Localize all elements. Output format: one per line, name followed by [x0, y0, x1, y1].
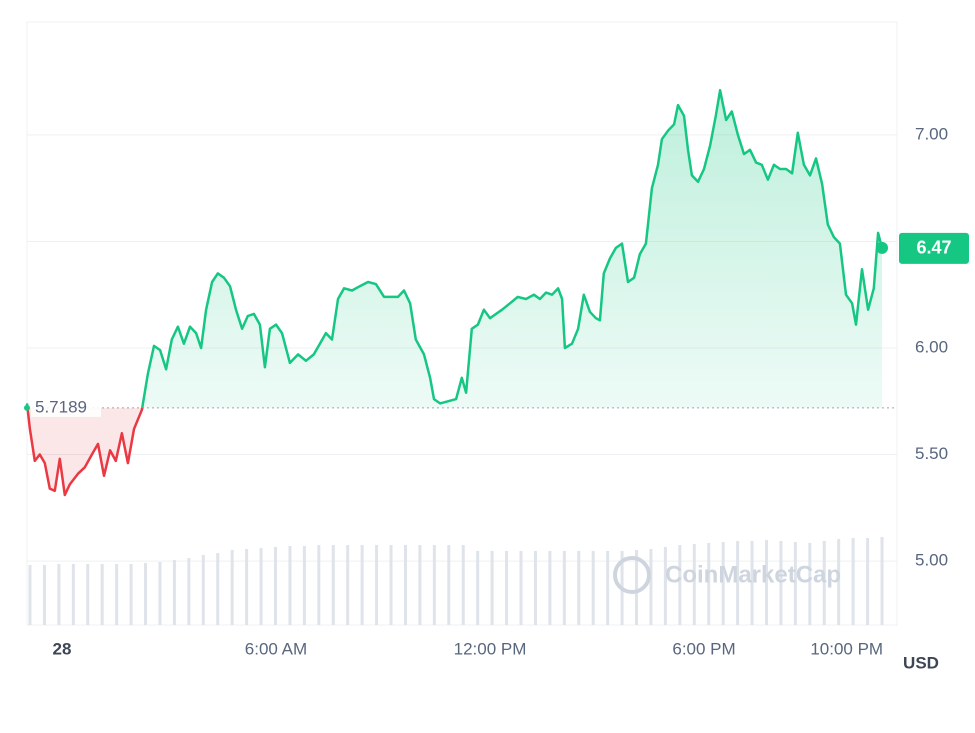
volume-bar	[750, 541, 754, 625]
volume-bar	[721, 542, 725, 625]
volume-bar	[447, 545, 451, 625]
axis-unit: USD	[903, 653, 939, 672]
volume-bar	[331, 545, 335, 625]
volume-bar	[461, 545, 465, 625]
volume-bar	[707, 543, 711, 625]
volume-bar	[793, 542, 797, 625]
volume-bar	[216, 553, 220, 625]
watermark-logo	[613, 556, 651, 594]
volume-bar	[548, 551, 552, 625]
x-tick-label: 6:00 PM	[672, 639, 735, 658]
volume-bar	[418, 545, 422, 625]
volume-bar	[187, 558, 191, 625]
volume-bar	[360, 545, 364, 625]
volume-bar	[375, 545, 379, 625]
y-tick-label: 7.00	[915, 124, 948, 143]
price-tag	[899, 232, 969, 264]
volume-bar	[837, 539, 841, 625]
volume-bar	[736, 541, 740, 625]
volume-bar	[851, 538, 855, 625]
volume-bar	[71, 564, 75, 625]
y-tick-label: 5.50	[915, 444, 948, 463]
volume-bar	[591, 551, 595, 625]
volume-bar	[42, 565, 46, 625]
x-tick-label: 28	[52, 639, 71, 658]
volume-bar	[490, 551, 494, 625]
price-line-up	[25, 88, 884, 408]
volume-bar	[28, 565, 32, 625]
volume-bar	[476, 551, 480, 625]
volume-bar	[115, 564, 119, 625]
volume-bar	[230, 550, 234, 625]
x-tick-label: 12:00 PM	[454, 639, 527, 658]
volume-bar	[86, 564, 90, 625]
volume-bar	[389, 545, 393, 625]
volume-bar	[302, 546, 306, 625]
last-point	[876, 241, 889, 254]
volume-bar	[577, 551, 581, 625]
volume-bar	[880, 537, 884, 625]
volume-bar	[317, 545, 321, 625]
volume-bar	[649, 549, 653, 625]
volume-bar	[606, 551, 610, 625]
x-tick-label: 10:00 PM	[810, 639, 883, 658]
volume-bar	[764, 540, 768, 625]
x-tick-label: 6:00 AM	[245, 639, 307, 658]
volume-bar	[663, 547, 667, 625]
volume-bar	[678, 545, 682, 625]
volume-bar	[533, 551, 537, 625]
volume-bar	[57, 564, 61, 625]
volume-bar	[158, 562, 162, 625]
volume-bar	[144, 563, 148, 625]
price-tag-label: 6.47	[916, 238, 951, 258]
area-down	[27, 407, 883, 495]
reference-dot	[24, 404, 30, 411]
volume-bar	[866, 538, 870, 625]
volume-bar	[505, 551, 509, 625]
volume-bar	[822, 541, 826, 625]
volume-bar	[562, 551, 566, 625]
reference-label: 5.7189	[35, 397, 87, 416]
watermark: CoinMarketCap	[665, 561, 841, 588]
volume-bar	[129, 564, 133, 625]
y-tick-label: 6.00	[915, 337, 948, 356]
volume-bar	[432, 545, 436, 625]
volume-bar	[172, 560, 176, 625]
volume-bar	[692, 544, 696, 625]
volume-bar	[519, 551, 523, 625]
volume-bar	[273, 547, 277, 625]
y-tick-label: 5.00	[915, 551, 948, 570]
volume-bar	[100, 564, 104, 625]
volume-bar	[201, 555, 205, 625]
reference-label-bg	[31, 396, 101, 417]
volume-bar	[779, 541, 783, 625]
volume-bar	[808, 543, 812, 625]
volume-bar	[403, 545, 407, 625]
volume-bar	[635, 550, 639, 625]
area-up	[27, 90, 883, 408]
volume-bar	[259, 548, 263, 625]
volume-bar	[288, 546, 292, 625]
volume-bar	[245, 549, 249, 625]
volume-bar	[346, 545, 350, 625]
